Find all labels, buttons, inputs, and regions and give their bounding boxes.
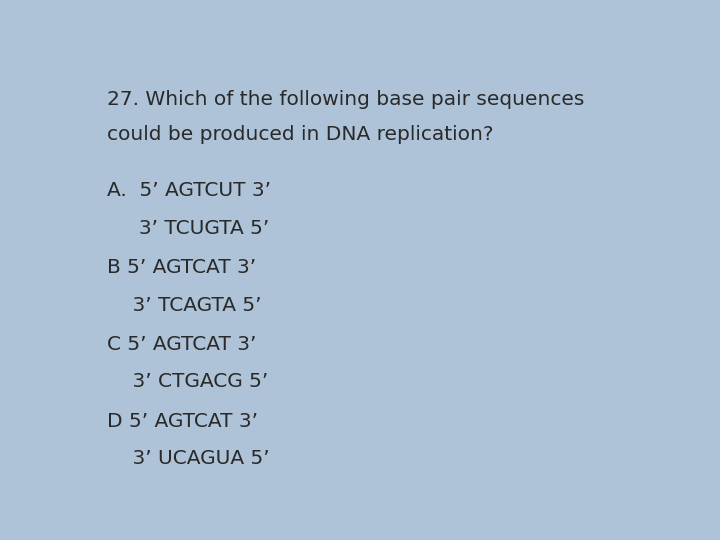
Text: could be produced in DNA replication?: could be produced in DNA replication? xyxy=(107,125,493,144)
Text: A.  5’ AGTCUT 3’: A. 5’ AGTCUT 3’ xyxy=(107,181,271,200)
Text: 3’ CTGACG 5’: 3’ CTGACG 5’ xyxy=(107,373,268,392)
Text: C 5’ AGTCAT 3’: C 5’ AGTCAT 3’ xyxy=(107,335,256,354)
Text: 3’ TCAGTA 5’: 3’ TCAGTA 5’ xyxy=(107,295,261,315)
Text: 27. Which of the following base pair sequences: 27. Which of the following base pair seq… xyxy=(107,90,584,109)
Text: D 5’ AGTCAT 3’: D 5’ AGTCAT 3’ xyxy=(107,412,258,431)
Text: B 5’ AGTCAT 3’: B 5’ AGTCAT 3’ xyxy=(107,258,256,277)
Text: 3’ TCUGTA 5’: 3’ TCUGTA 5’ xyxy=(107,219,269,238)
Text: 3’ UCAGUA 5’: 3’ UCAGUA 5’ xyxy=(107,449,269,468)
